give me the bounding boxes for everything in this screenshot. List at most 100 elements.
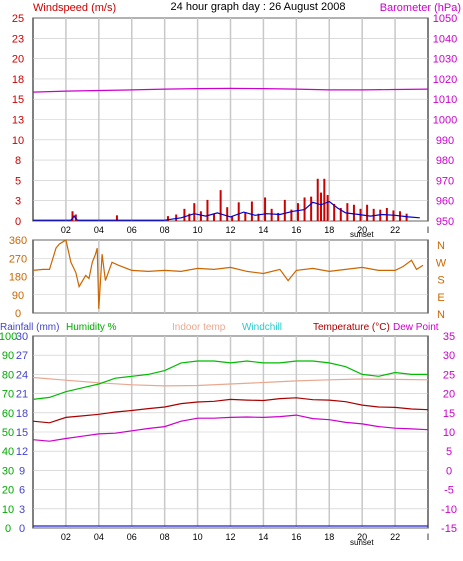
x-tick-label-bottom: 22: [390, 532, 400, 542]
humidity-tick-label: 0: [5, 523, 11, 535]
compass-tick-label: W: [436, 257, 447, 269]
barometer-tick-label: 980: [436, 155, 454, 167]
windspeed-tick-label: 20: [12, 54, 24, 66]
temperature-tick-label: -5: [444, 485, 454, 497]
indoor-temp-line: [32, 376, 429, 387]
barometer-tick-label: 1050: [433, 13, 457, 25]
x-tick-label-bottom: 02: [61, 532, 71, 542]
x-tick-label-top: 08: [160, 225, 170, 235]
x-tick-label-bottom: 18: [324, 532, 334, 542]
humidity-tick-label: 100: [0, 331, 17, 343]
x-tick-label-bottom: 20: [357, 532, 367, 542]
windspeed-tick-label: 10: [12, 135, 24, 147]
humidity-tick-label: 40: [2, 446, 14, 458]
humidity-legend: Humidity %: [66, 322, 117, 333]
x-tick-label-top: l: [427, 225, 429, 235]
barometer-tick-label: 990: [436, 135, 454, 147]
x-tick-label-top: 22: [390, 225, 400, 235]
x-tick-label-bottom: 10: [193, 532, 203, 542]
rainfall-tick-label: 12: [16, 446, 28, 458]
windspeed-tick-label: 3: [15, 196, 21, 208]
temperature-tick-label: 10: [443, 427, 455, 439]
windspeed-tick-label: 18: [12, 74, 24, 86]
rainfall-tick-label: 6: [19, 485, 25, 497]
humidity-tick-label: 20: [2, 485, 14, 497]
barometer-line: [32, 87, 429, 93]
temperature-line: [32, 397, 429, 424]
windspeed-tick-label: 13: [12, 115, 24, 127]
x-tick-label-bottom: 06: [127, 532, 137, 542]
compass-tick-label: N: [437, 240, 445, 252]
rainfall-tick-label: 0: [19, 523, 25, 535]
barometer-tick-label: 1030: [433, 54, 457, 66]
humidity-tick-label: 60: [2, 408, 14, 420]
temperature-legend: Temperature (°C): [313, 322, 390, 333]
wind-direction-line: [32, 239, 424, 309]
humidity-tick-label: 50: [2, 427, 14, 439]
sunset-label-top: sunset: [350, 230, 374, 239]
temperature-tick-label: -15: [441, 523, 457, 535]
gust-line: [33, 200, 420, 221]
x-tick-label-top: 16: [291, 225, 301, 235]
barometer-tick-label: 1010: [433, 94, 457, 106]
rainfall-legend: Rainfall (mm): [0, 322, 59, 333]
humidity-tick-label: 10: [2, 504, 14, 516]
x-tick-label-top: 02: [61, 225, 71, 235]
compass-tick-label: E: [437, 292, 444, 304]
temperature-tick-label: -10: [441, 504, 457, 516]
compass-tick-label: N: [437, 309, 445, 321]
temperature-tick-label: 5: [446, 446, 452, 458]
indoor-temp-legend: Indoor temp: [172, 322, 226, 333]
x-tick-label-bottom: 12: [225, 532, 235, 542]
rainfall-tick-label: 21: [16, 389, 28, 401]
windspeed-tick-label: 25: [12, 13, 24, 25]
barometer-tick-label: 950: [436, 216, 454, 228]
rainfall-tick-label: 15: [16, 427, 28, 439]
rainfall-tick-label: 18: [16, 408, 28, 420]
x-tick-label-bottom: 08: [160, 532, 170, 542]
windspeed-tick-label: 5: [15, 175, 21, 187]
humidity-line: [32, 360, 428, 400]
barometer-tick-label: 1000: [433, 115, 457, 127]
x-tick-label-top: 06: [127, 225, 137, 235]
x-tick-label-top: 12: [225, 225, 235, 235]
direction-tick-label: 90: [12, 290, 24, 302]
x-tick-label-bottom: l: [427, 532, 429, 542]
temperature-tick-label: 15: [443, 408, 455, 420]
rainfall-tick-label: 3: [19, 504, 25, 516]
rainfall-tick-label: 30: [16, 331, 28, 343]
windspeed-tick-label: 15: [12, 94, 24, 106]
temperature-tick-label: 35: [443, 331, 455, 343]
sunset-label-bottom: sunset: [350, 538, 374, 547]
x-tick-label-top: 14: [258, 225, 268, 235]
windspeed-tick-label: 0: [15, 216, 21, 228]
barometer-tick-label: 970: [436, 175, 454, 187]
barometer-axis-title: Barometer (hPa): [380, 2, 461, 14]
x-tick-label-top: 20: [357, 225, 367, 235]
chart-title: 24 hour graph day : 26 August 2008: [171, 1, 346, 13]
barometer-tick-label: 960: [436, 196, 454, 208]
x-tick-label-bottom: 16: [291, 532, 301, 542]
direction-tick-label: 270: [9, 253, 27, 265]
x-tick-label-top: 04: [94, 225, 104, 235]
rainfall-tick-label: 27: [16, 350, 28, 362]
barometer-tick-label: 1020: [433, 74, 457, 86]
rainfall-tick-label: 9: [19, 465, 25, 477]
barometer-tick-label: 1040: [433, 33, 457, 45]
x-tick-label-top: 18: [324, 225, 334, 235]
x-tick-label-bottom: 04: [94, 532, 104, 542]
x-tick-label-top: 10: [193, 225, 203, 235]
windspeed-tick-label: 23: [12, 33, 24, 45]
x-tick-label-bottom: 14: [258, 532, 268, 542]
direction-tick-label: 180: [9, 272, 27, 284]
direction-tick-label: 0: [15, 308, 21, 320]
temperature-tick-label: 20: [443, 389, 455, 401]
windspeed-axis-title: Windspeed (m/s): [33, 2, 116, 14]
windspeed-tick-label: 8: [15, 155, 21, 167]
humidity-tick-label: 30: [2, 465, 14, 477]
rainfall-tick-label: 24: [16, 369, 28, 381]
compass-tick-label: S: [437, 275, 444, 287]
temperature-tick-label: 0: [446, 465, 452, 477]
